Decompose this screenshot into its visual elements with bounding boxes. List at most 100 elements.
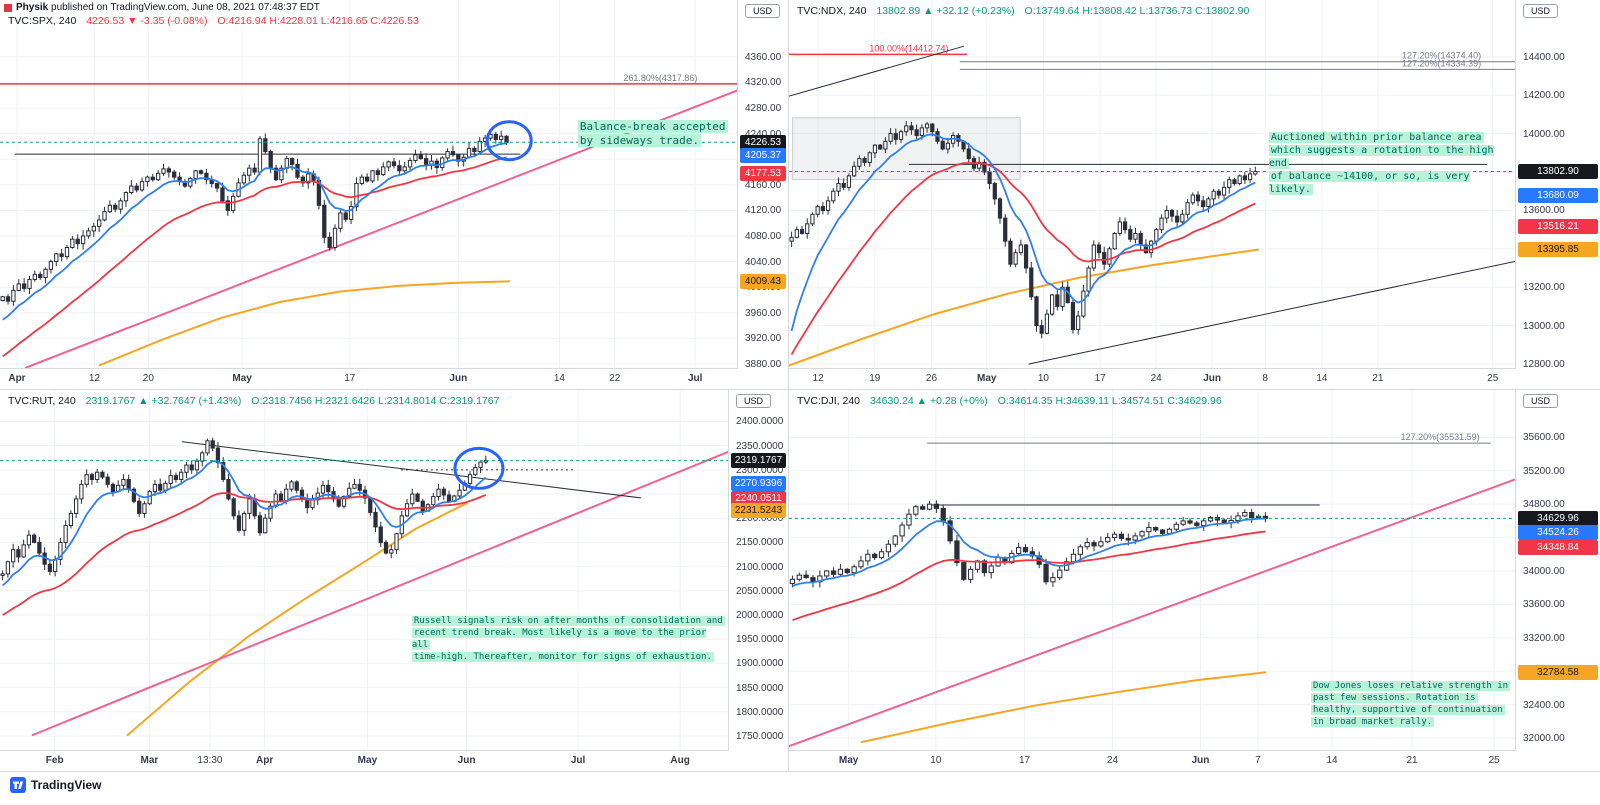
annotation-note[interactable]: Russell signals risk on after months of …: [411, 615, 725, 662]
ma-slow-line: [2, 156, 507, 358]
price-axis-rut[interactable]: USD2400.00002350.00002300.00002250.00002…: [728, 390, 788, 771]
price-tick-label: 4280.00: [745, 103, 782, 115]
price-tick-label: 2100.0000: [736, 561, 784, 573]
price-tick-label: 4040.00: [745, 256, 782, 268]
time-tick-label: 24: [1106, 755, 1119, 766]
time-axis-spx[interactable]: Apr 12 20 May 17 Jun 14 22 Jul: [0, 368, 738, 389]
price-label: 13680.09: [1518, 187, 1598, 203]
quote-change: 34630.24 ▲ +0.28 (+0%): [869, 395, 988, 407]
currency-label: USD: [736, 394, 772, 408]
tradingview-logo[interactable]: TradingView: [10, 777, 101, 793]
time-tick-label: 19: [869, 373, 881, 384]
time-tick-label: May: [838, 755, 859, 766]
chart-legend-spx[interactable]: TVC:SPX, 240 4226.53 ▼ -3.35 (-0.08%) O:…: [8, 15, 419, 27]
price-tick-label: 35200.00: [1523, 465, 1565, 477]
trendline-rising: [1028, 260, 1516, 365]
plot-area-spx[interactable]: 261.80%(4317.86) Balance-break accepted by…: [0, 0, 738, 369]
price-label: 34524.26: [1518, 524, 1598, 540]
price-tick-label: 1800.0000: [736, 706, 784, 718]
time-tick-label: 12: [812, 373, 824, 384]
price-tick-label: 34000.00: [1523, 565, 1565, 577]
price-label: 4177.53: [740, 166, 786, 182]
quote-change: 4226.53 ▼ -3.35 (-0.08%): [86, 15, 208, 27]
price-axis-spx[interactable]: USD4360.004320.004280.004240.004200.0041…: [737, 0, 788, 389]
chart-legend-rut[interactable]: TVC:RUT, 240 2319.1767 ▲ +32.7647 (+1.43…: [8, 395, 499, 407]
plot-area-dji[interactable]: 127.20%(35531.59) Dow Jones loses relativ…: [789, 390, 1516, 751]
price-tick-label: 1900.0000: [736, 658, 784, 670]
time-tick-label: 25: [1488, 755, 1500, 766]
price-label: 2231.5243: [731, 503, 786, 519]
symbol-label: TVC:SPX, 240: [8, 15, 77, 27]
highlight-circle[interactable]: [485, 120, 533, 162]
time-axis-ndx[interactable]: 12 19 26 May 10 17 24 Jun 8 14 21 25: [789, 368, 1516, 389]
time-tick-label: May: [977, 373, 997, 384]
ohlc-values: O:4216.94 H:4228.01 L:4216.65 C:4226.53: [217, 15, 419, 27]
time-tick-label: 26: [925, 373, 938, 384]
trendline-upper: [789, 45, 964, 97]
time-tick-label: 17: [344, 373, 356, 384]
time-tick-label: 17: [1094, 373, 1106, 384]
time-tick-label: 17: [1018, 755, 1031, 766]
chart-legend-dji[interactable]: TVC:DJI, 240 34630.24 ▲ +0.28 (+0%) O:34…: [797, 395, 1222, 407]
time-tick-label: 7: [1255, 755, 1261, 766]
time-tick-label: Jun: [1203, 373, 1221, 384]
price-tick-label: 4080.00: [745, 230, 782, 242]
time-tick-label: 22: [609, 373, 621, 384]
price-label: 4226.53: [740, 134, 786, 150]
quote-change: 2319.1767 ▲ +32.7647 (+1.43%): [85, 395, 242, 407]
time-axis-dji[interactable]: May 10 17 24 Jun 7 14 21 25: [789, 750, 1516, 771]
time-tick-label: 8: [1262, 373, 1268, 384]
chart-canvas[interactable]: 127.20%(35531.59): [789, 390, 1516, 751]
price-label: 4205.37: [740, 148, 786, 164]
chart-panel-dji: TVC:DJI, 240 34630.24 ▲ +0.28 (+0%) O:34…: [789, 390, 1600, 771]
time-tick-label: 24: [1150, 373, 1162, 384]
ma-200: [860, 671, 1267, 744]
price-tick-label: 4240.00: [745, 129, 781, 140]
price-tick-label: 13600.00: [1523, 205, 1565, 217]
time-tick-label: May: [232, 373, 252, 384]
price-tick-label: 32000.00: [1523, 732, 1565, 744]
plot-area-rut[interactable]: Russell signals risk on after months of …: [0, 390, 729, 751]
time-tick-label: Jul: [570, 755, 586, 766]
time-tick-label: Apr: [8, 373, 26, 384]
price-tick-label: 34800.00: [1523, 499, 1565, 511]
time-axis-rut[interactable]: Feb Mar 13:30 Apr May Jun Jul Aug: [0, 750, 729, 771]
tradingview-logo-text: TradingView: [31, 778, 102, 792]
chart-canvas[interactable]: 100.00%(14412.74) 127.20%(14374.40)127.20…: [789, 0, 1516, 369]
chart-panel-spx: Physik published on TradingView.com, Jun…: [0, 0, 788, 389]
price-tick-label: 13200.00: [1523, 282, 1565, 294]
time-tick-label: Feb: [45, 755, 64, 766]
annotation-note[interactable]: Auctioned within prior balance area which…: [1268, 131, 1494, 196]
price-label: 34629.96: [1518, 510, 1598, 526]
chart-legend-ndx[interactable]: TVC:NDX, 240 13802.89 ▲ +32.12 (+0.23%) …: [797, 5, 1249, 17]
highlight-circle[interactable]: [453, 446, 505, 490]
level-label: 127.20%(14334.39): [1402, 58, 1481, 68]
price-tick-label: 33600.00: [1523, 599, 1565, 611]
currency-label: USD: [1523, 4, 1559, 18]
author-name: Physik: [16, 2, 49, 13]
price-tick-label: 3880.00: [745, 358, 782, 370]
price-axis-dji[interactable]: USD35600.0035200.0034800.0034400.0034000…: [1515, 390, 1600, 771]
price-tick-label: 2150.0000: [736, 537, 784, 549]
price-label: 34348.84: [1518, 540, 1598, 556]
currency-label: USD: [1523, 394, 1559, 408]
time-tick-label: 13:30: [197, 755, 223, 766]
time-tick-label: 25: [1487, 373, 1499, 384]
time-tick-label: 14: [1316, 373, 1328, 384]
annotation-note[interactable]: Dow Jones loses relative strength in past…: [1310, 681, 1511, 727]
level-label: 100.00%(14412.74): [869, 43, 948, 53]
ma-200: [98, 280, 511, 367]
price-tick-label: 33200.00: [1523, 632, 1565, 644]
trendline-descending: [181, 441, 642, 499]
publish-info: Physik published on TradingView.com, Jun…: [16, 2, 320, 13]
plot-area-ndx[interactable]: 100.00%(14412.74) 127.20%(14374.40) 127.20…: [789, 0, 1516, 369]
price-axis-ndx[interactable]: USD14400.0014200.0014000.0013800.0013600…: [1515, 0, 1600, 389]
time-tick-label: Mar: [140, 755, 159, 766]
price-tick-label: 2300.0000: [736, 464, 784, 476]
chart-canvas[interactable]: [0, 390, 729, 751]
annotation-note[interactable]: Balance-break accepted by sideways trade.: [577, 119, 728, 148]
chart-canvas[interactable]: 261.80%(4317.86): [0, 0, 738, 369]
symbol-label: TVC:NDX, 240: [797, 5, 867, 17]
price-tick-label: 12800.00: [1523, 359, 1565, 370]
price-label: 2270.9396: [731, 476, 786, 492]
